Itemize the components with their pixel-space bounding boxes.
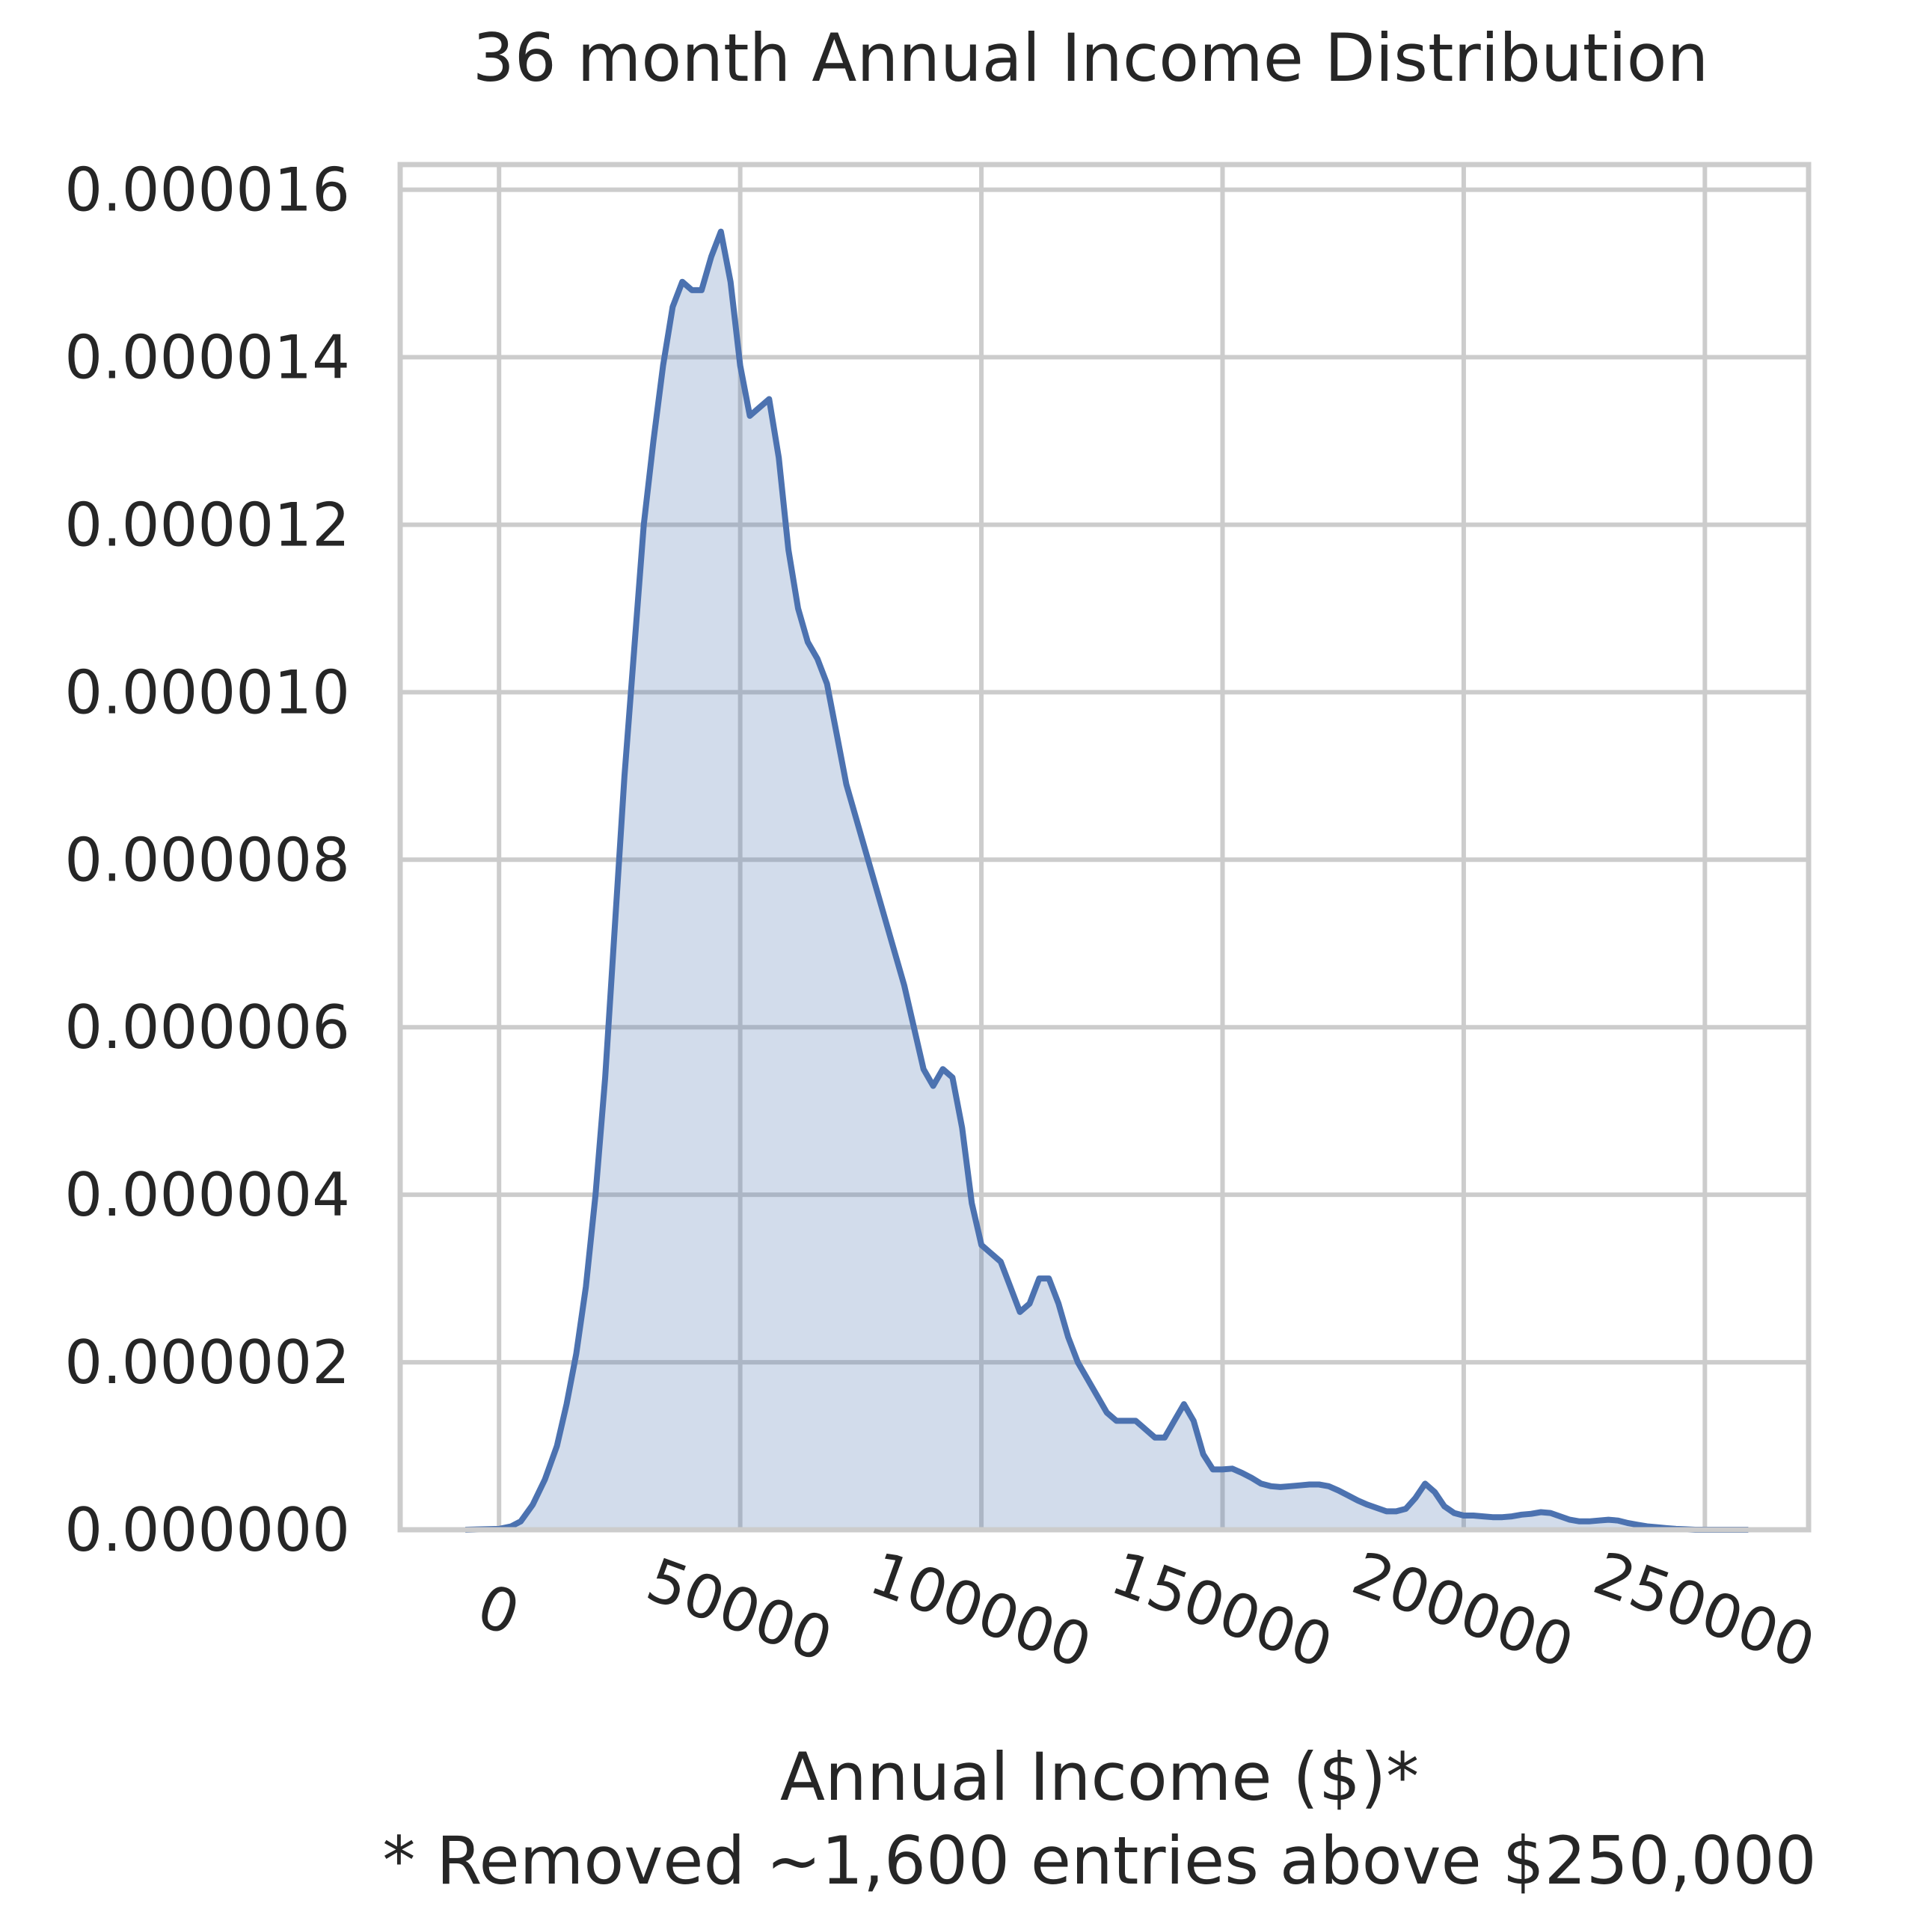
x-axis-footnote: * Removed ~1,600 entries above $250,000 [382, 1822, 1816, 1899]
grid-layer [400, 165, 1809, 1532]
y-tick-labels: 0.000000 0.000002 0.000004 0.000006 0.000008… [64, 156, 350, 1565]
x-tick-label: 200000 [1344, 1538, 1583, 1682]
y-tick-label: 0.000016 [64, 156, 350, 225]
x-tick-label: 100000 [862, 1538, 1100, 1682]
x-tick-label: 250000 [1585, 1538, 1824, 1682]
y-tick-label: 0.000014 [64, 323, 350, 393]
density-line [465, 228, 1749, 1533]
y-tick-label: 0.000002 [64, 1328, 350, 1397]
chart-title: 36 month Annual Income Distribution [473, 19, 1709, 96]
y-tick-label: 0.000004 [64, 1160, 350, 1230]
x-tick-label: 50000 [638, 1545, 841, 1675]
x-tick-labels: 0 50000 100000 150000 200000 250000 [469, 1538, 1824, 1682]
x-tick-label: 150000 [1103, 1538, 1341, 1682]
y-tick-label: 0.000010 [64, 658, 350, 727]
y-tick-label: 0.000000 [64, 1495, 350, 1565]
x-tick-label: 0 [469, 1571, 529, 1649]
x-axis-label: Annual Income ($)* [780, 1738, 1419, 1816]
density-area-fill [465, 231, 1749, 1530]
y-tick-label: 0.000006 [64, 993, 350, 1062]
plot-frame [397, 162, 1812, 1533]
y-tick-label: 0.000008 [64, 825, 350, 895]
y-tick-label: 0.000012 [64, 490, 350, 560]
